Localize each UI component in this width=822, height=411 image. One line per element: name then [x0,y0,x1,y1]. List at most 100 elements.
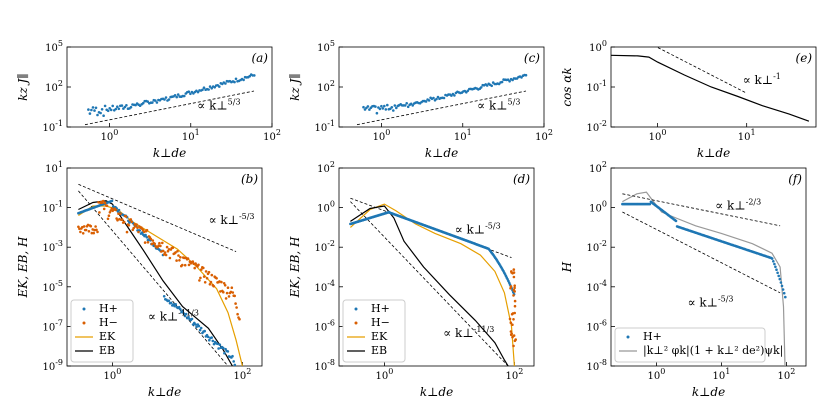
annotation: ∝ k⊥5/3 [197,98,240,113]
scatter-point [513,299,517,303]
scatter-point [96,113,99,117]
scatter-point [125,104,128,107]
scatter-point [216,342,219,346]
scatter-point [200,268,203,271]
scatter-point [224,82,227,85]
scatter-point [509,321,513,325]
scatter-point [157,244,160,248]
panel-label: (e) [796,51,813,65]
legend-label: H− [371,316,390,329]
legend-marker [82,307,86,311]
scatter-point [770,257,774,260]
scatter-point [215,277,218,280]
scatter-point [210,273,214,277]
scatter-point [395,106,398,110]
scatter-point [99,111,102,115]
scatter-point [466,89,470,93]
annotation: ∝ k⊥-2/3 [715,198,761,213]
scatter-point [223,284,227,287]
scatter-point [107,214,111,217]
scatter-point [509,330,513,333]
scatter-point [171,246,175,249]
x-tick-label: 102 [263,128,281,143]
scatter-point [189,92,192,96]
scatter-point [183,94,186,98]
scatter-point [155,101,159,104]
scatter-point [176,249,179,253]
x-tick-label: 101 [738,128,756,143]
scatter-point [186,257,190,260]
series-line-EK [78,205,243,366]
y-tick-label: 10-4 [314,279,335,294]
scatter-point [513,286,516,290]
scatter-point [158,241,161,245]
scatter-point [91,106,95,109]
scatter-point [222,282,226,285]
scatter-point [92,231,95,235]
scatter-point [432,96,435,100]
y-tick-label: 10-1 [586,79,607,94]
scatter-point [168,256,172,260]
scatter-point [110,199,114,203]
scatter-point [125,230,129,234]
scatter-point [182,312,186,315]
scatter-point [146,241,150,244]
scatter-point [232,360,235,363]
scatter-point [164,253,168,257]
y-tick-label: 10-8 [314,358,335,373]
scatter-point [193,266,196,270]
scatter-point [230,286,234,290]
scatter-point [221,346,225,350]
x-tick-label: 100 [376,367,394,382]
legend-marker [354,321,358,325]
x-tick-label: 101 [182,128,200,143]
scatter-point [220,280,223,284]
scatter-point [133,223,136,226]
y-tick-label: 102 [45,79,63,94]
scatter-point [213,86,216,89]
scatter-point [225,291,229,295]
scatter-point [510,332,513,336]
scatter-point [411,104,415,107]
scatter-point [182,256,186,260]
power-law-guide [655,47,747,94]
scatter-point [161,249,165,253]
panel-label: (a) [251,51,268,65]
panel-label: (c) [524,51,540,65]
scatter-point [235,306,238,309]
axes-frame [610,46,817,128]
power-law-guide [78,183,237,252]
scatter-point [90,108,93,112]
axes-frame [610,167,807,367]
y-tick-label: 10-2 [586,119,607,134]
scatter-point [424,100,428,103]
x-tick-label: 101 [713,367,731,382]
x-tick-label: 102 [535,128,553,143]
y-tick-label: 100 [589,39,607,54]
scatter-point [403,104,407,107]
x-tick-label: 100 [649,128,667,143]
scatter-point [173,94,177,97]
y-tick-label: 10-2 [586,239,607,254]
scatter-point [179,255,182,259]
legend-label: EK [99,330,116,343]
y-tick-label: 105 [45,39,63,54]
scatter-point [181,263,184,267]
panel-b: 100 102 10-9 10-7 10-5 10-3 10-1 101 k⊥de EK, EB,… [16,160,263,399]
legend-label: H+ [99,302,118,315]
scatter-point [146,100,149,103]
x-axis-label: k⊥de [425,146,458,160]
y-tick-label: 105 [317,39,335,54]
annotation: ∝ k⊥-5/3 [687,295,733,310]
annotation: ∝ k⊥-11/3 [148,308,199,323]
scatter-point [136,226,139,229]
scatter-point [205,277,209,280]
y-tick-label: 100 [589,200,607,215]
y-tick-label: 10-9 [42,358,63,373]
scatter-point [207,88,210,91]
scatter-point [202,275,206,278]
scatter-point [192,262,195,266]
scatter-point [202,86,206,89]
annotation: ∝ k⊥-5/3 [208,212,254,227]
